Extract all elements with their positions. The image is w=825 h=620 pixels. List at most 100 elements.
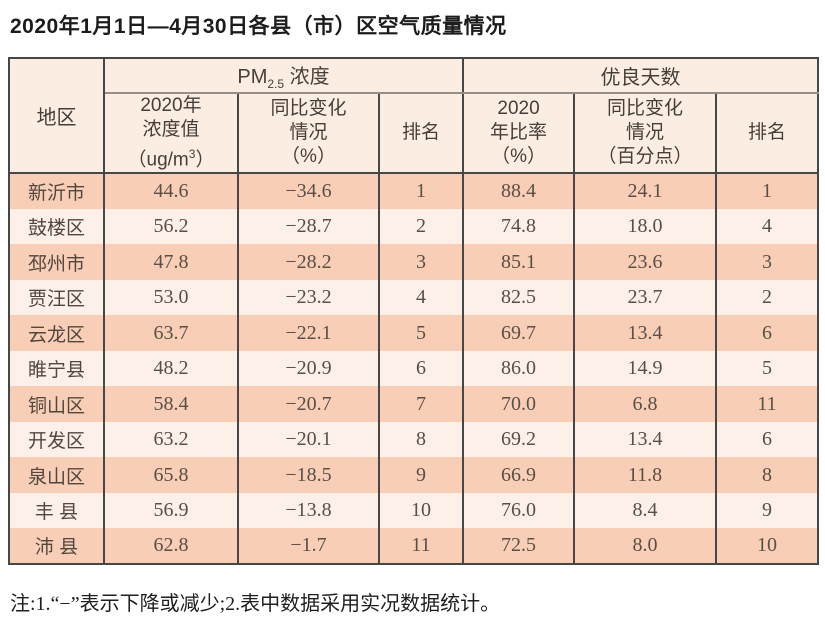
region-cell: 泉山区 — [8, 457, 105, 493]
pm-rank-cell: 1 — [377, 173, 465, 209]
pm-rank-cell: 2 — [377, 208, 465, 245]
pm-rank-header: 排名 — [377, 93, 465, 175]
pm-rank-cell: 3 — [377, 244, 465, 280]
pm-change-cell: −20.1 — [237, 421, 380, 458]
rate-cell: 88.4 — [462, 173, 576, 209]
rate-header: 2020 年比率 （%） — [462, 93, 576, 175]
region-cell: 邳州市 — [8, 244, 105, 280]
rate-cell: 66.9 — [462, 457, 576, 493]
pm-change-cell: −28.7 — [237, 208, 380, 245]
rate-change-cell: 24.1 — [573, 173, 718, 209]
pm-rank-cell: 7 — [377, 386, 465, 422]
pm-change-cell: −23.2 — [237, 279, 380, 316]
pm-change-cell: −28.2 — [237, 244, 380, 280]
pm-rank-cell: 10 — [377, 492, 465, 529]
group-header-row: 地区 PM2.5 浓度 优良天数 — [8, 58, 820, 175]
pm-change-cell: −34.6 — [237, 173, 380, 209]
rate-change-cell: 13.4 — [573, 315, 718, 351]
rate-cell: 69.2 — [462, 421, 576, 458]
pm-change-header: 同比变化 情况 （%） — [237, 93, 380, 175]
pm-change-cell: −20.7 — [237, 386, 380, 422]
rate-cell: 72.5 — [462, 528, 576, 564]
rate-rank-cell: 8 — [715, 457, 820, 493]
page-title: 2020年1月1日—4月30日各县（市）区空气质量情况 — [10, 15, 507, 38]
pm-change-cell: −20.9 — [237, 350, 380, 387]
pm-value-cell: 56.2 — [103, 208, 239, 245]
table-row: 云龙区 63.7 −22.1 5 69.7 13.4 6 — [8, 315, 820, 351]
rate-cell: 69.7 — [462, 315, 576, 351]
table-header: 地区 PM2.5 浓度 优良天数 2020年 浓度值 （ug/m3） 同比变化 … — [8, 58, 820, 175]
pm-rank-cell: 9 — [377, 457, 465, 493]
rate-rank-cell: 4 — [715, 208, 820, 245]
rate-rank-cell: 3 — [715, 244, 820, 280]
table-row: 泉山区 65.8 −18.5 9 66.9 11.8 8 — [8, 457, 820, 493]
table-row: 鼓楼区 56.2 −28.7 2 74.8 18.0 4 — [8, 208, 820, 245]
region-cell: 鼓楼区 — [8, 208, 105, 245]
region-cell: 丰 县 — [8, 492, 105, 529]
rate-change-header: 同比变化 情况 （百分点） — [573, 93, 718, 175]
region-cell: 新沂市 — [8, 173, 105, 209]
pm-value-cell: 56.9 — [103, 492, 239, 529]
rate-cell: 85.1 — [462, 244, 576, 280]
rate-rank-cell: 10 — [715, 528, 820, 564]
pm-rank-cell: 11 — [377, 528, 465, 564]
good-days-group-header: 优良天数 — [462, 58, 820, 94]
rate-change-cell: 14.9 — [573, 350, 718, 387]
pm25-label-suffix: 浓度 — [284, 66, 330, 88]
pm25-label-prefix: PM — [237, 66, 268, 88]
region-cell: 云龙区 — [8, 315, 105, 351]
pm-rank-cell: 8 — [377, 421, 465, 458]
pm-change-cell: −18.5 — [237, 457, 380, 493]
pm-rank-cell: 6 — [377, 350, 465, 387]
pm-value-header: 2020年 浓度值 （ug/m3） — [103, 93, 239, 175]
pm-change-cell: −13.8 — [237, 492, 380, 529]
pm25-subscript: 2.5 — [267, 77, 285, 91]
rate-cell: 82.5 — [462, 279, 576, 316]
pm-value-cell: 47.8 — [103, 244, 239, 280]
region-cell: 沛 县 — [8, 528, 105, 564]
rate-change-cell: 18.0 — [573, 208, 718, 245]
pm-change-cell: −22.1 — [237, 315, 380, 351]
air-quality-table: 地区 PM2.5 浓度 优良天数 2020年 浓度值 （ug/m3） 同比变化 … — [8, 57, 820, 565]
region-cell: 开发区 — [8, 421, 105, 458]
pm-value-cell: 58.4 — [103, 386, 239, 422]
region-cell: 睢宁县 — [8, 350, 105, 387]
rate-rank-cell: 1 — [715, 173, 820, 209]
table-row: 睢宁县 48.2 −20.9 6 86.0 14.9 5 — [8, 350, 820, 387]
table-row: 贾汪区 53.0 −23.2 4 82.5 23.7 2 — [8, 279, 820, 316]
pm-value-header-unit: （ug/m3） — [127, 147, 215, 171]
rate-cell: 74.8 — [462, 208, 576, 245]
table-row: 丰 县 56.9 −13.8 10 76.0 8.4 9 — [8, 492, 820, 529]
pm25-group-header: PM2.5 浓度 — [102, 58, 465, 94]
cubic-superscript: 3 — [188, 147, 196, 161]
table-row: 新沂市 44.6 −34.6 1 88.4 24.1 1 — [8, 173, 820, 209]
pm-rank-cell: 5 — [377, 315, 465, 351]
rate-change-cell: 6.8 — [573, 386, 718, 422]
rate-cell: 70.0 — [462, 386, 576, 422]
rate-change-cell: 8.0 — [573, 528, 718, 564]
pm-rank-cell: 4 — [377, 279, 465, 316]
rate-rank-cell: 9 — [715, 492, 820, 529]
pm-value-header-line2: 浓度值 — [142, 119, 200, 140]
table-row: 开发区 63.2 −20.1 8 69.2 13.4 6 — [8, 421, 820, 458]
table-body: 新沂市 44.6 −34.6 1 88.4 24.1 1 鼓楼区 56.2 −2… — [8, 173, 820, 564]
pm-value-cell: 44.6 — [103, 173, 239, 209]
rate-change-cell: 8.4 — [573, 492, 718, 529]
rate-cell: 76.0 — [462, 492, 576, 529]
rate-change-cell: 13.4 — [573, 421, 718, 458]
table-row: 邳州市 47.8 −28.2 3 85.1 23.6 3 — [8, 244, 820, 280]
region-cell: 铜山区 — [8, 386, 105, 422]
rate-rank-cell: 11 — [715, 386, 820, 422]
footnote: 注:1.“−”表示下降或减少;2.表中数据采用实况数据统计。 — [10, 592, 501, 615]
rate-rank-cell: 5 — [715, 350, 820, 387]
pm-value-header-line1: 2020年 — [140, 95, 202, 116]
pm-value-cell: 62.8 — [103, 528, 239, 564]
pm-value-cell: 63.2 — [103, 421, 239, 458]
rate-rank-header: 排名 — [715, 93, 820, 175]
rate-rank-cell: 6 — [715, 421, 820, 458]
rate-rank-cell: 2 — [715, 279, 820, 316]
sub-header-row: 2020年 浓度值 （ug/m3） 同比变化 情况 （%） 排名 2020 年比… — [9, 93, 820, 175]
rate-cell: 86.0 — [462, 350, 576, 387]
pm-value-cell: 63.7 — [103, 315, 239, 351]
rate-change-cell: 23.7 — [573, 279, 718, 316]
